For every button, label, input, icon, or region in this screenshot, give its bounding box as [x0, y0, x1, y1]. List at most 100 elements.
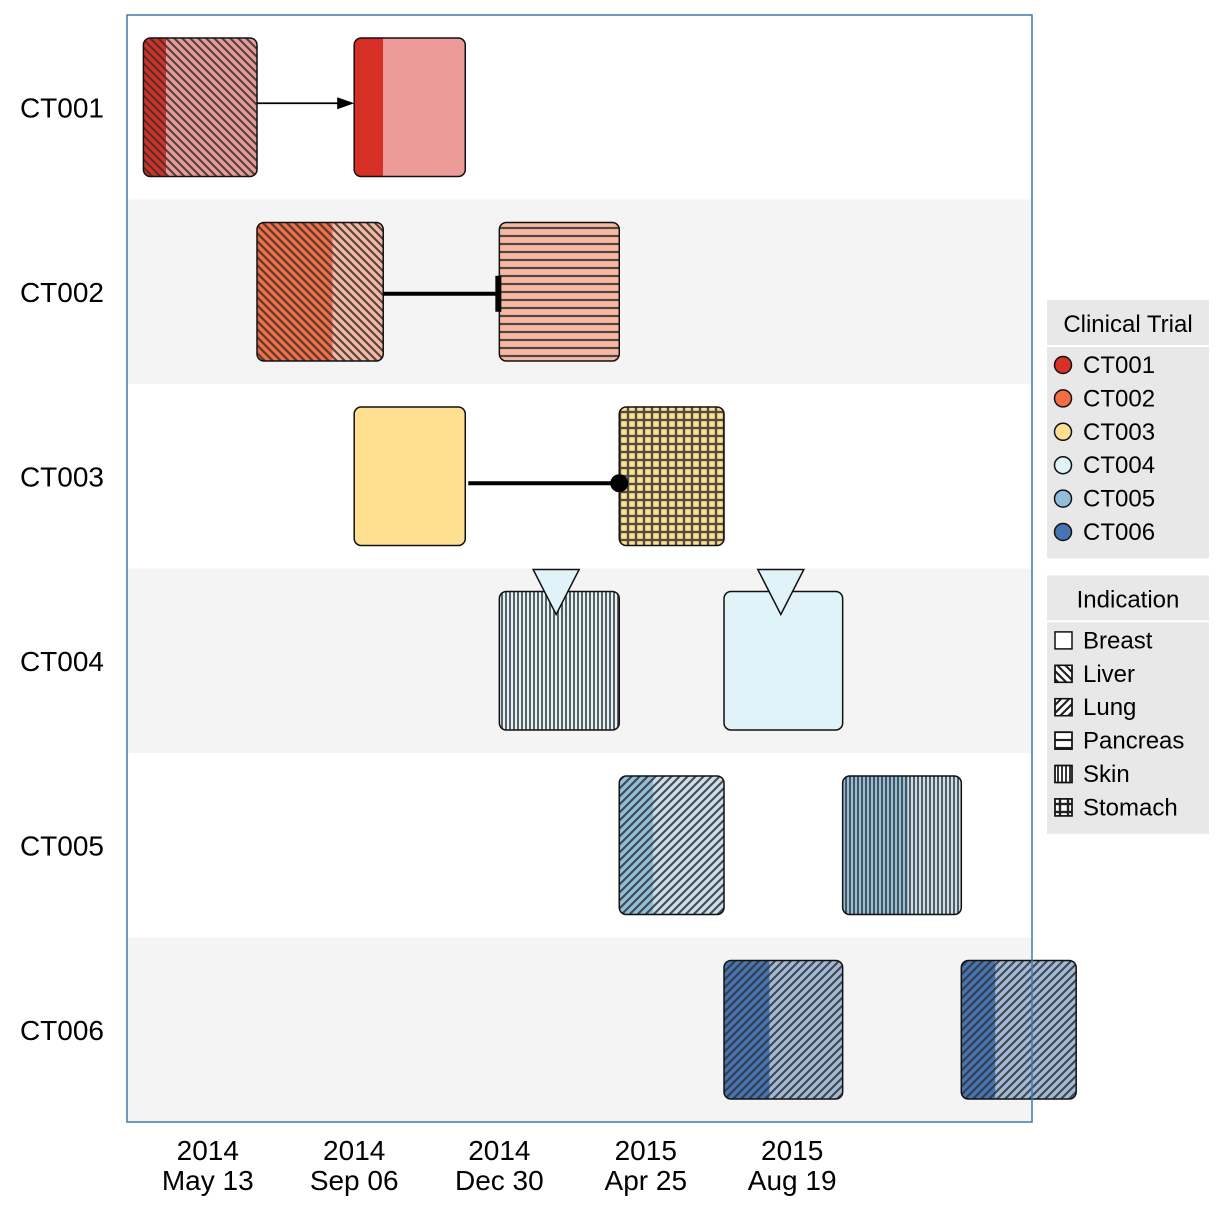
legend-entry: CT001	[1053, 352, 1155, 379]
legend-label: CT001	[1083, 352, 1155, 379]
legend-label: CT006	[1083, 519, 1155, 546]
legend-entry: Skin	[1054, 761, 1130, 788]
legend-entry: CT005	[1053, 486, 1155, 513]
phase-segment-dark	[724, 591, 843, 730]
legend-swatch-circle	[1053, 389, 1073, 408]
legend-entry: CT003	[1053, 419, 1155, 446]
legend-background	[1047, 575, 1209, 834]
phase-outline	[353, 406, 467, 547]
legend-entry: Pancreas	[1054, 728, 1184, 755]
legend-label: Pancreas	[1083, 728, 1184, 755]
phase-box	[353, 37, 467, 178]
phase-pattern	[842, 776, 962, 915]
legend-label: Liver	[1083, 661, 1135, 688]
legend-title: Indication	[1077, 586, 1180, 613]
legend-label: Stomach	[1083, 794, 1178, 821]
phase-pattern	[724, 960, 843, 1099]
row-band	[127, 15, 1032, 200]
legend-swatch-pattern	[1054, 664, 1073, 684]
phase-box	[142, 37, 258, 178]
connector-arrow	[257, 97, 355, 110]
legend-entry: Liver	[1054, 661, 1135, 688]
legend-entry: Lung	[1054, 694, 1136, 721]
phase-pattern	[961, 960, 1077, 1099]
legend-entry: Stomach	[1054, 794, 1178, 821]
legend-swatch-circle	[1053, 355, 1073, 375]
legend-swatch-circle	[1053, 455, 1073, 475]
legend-label: CT002	[1083, 385, 1155, 412]
y-axis-labels: CT001 CT002 CT003 CT004 CT005 CT006	[20, 92, 104, 1046]
phase-outline	[841, 775, 963, 916]
connector-dot	[468, 474, 629, 493]
x-tick-label: Sep 06	[310, 1165, 399, 1196]
phase-box	[498, 590, 621, 731]
y-tick-label: CT001	[20, 92, 104, 123]
row-bands	[127, 15, 1032, 1122]
x-tick-year: 2015	[761, 1135, 823, 1166]
x-tick-label: May 13	[162, 1165, 254, 1196]
phase-pattern	[499, 222, 620, 361]
connector-end-dot	[610, 474, 629, 493]
connector-bar	[383, 275, 502, 312]
phase-segment-dark	[354, 407, 466, 546]
legend-title: Clinical Trial	[1063, 311, 1192, 338]
row-band	[127, 937, 1032, 1122]
phase-box	[618, 775, 725, 916]
legend-swatch-pattern	[1054, 697, 1073, 717]
x-tick-year: 2014	[323, 1135, 385, 1166]
x-tick-year: 2014	[468, 1135, 530, 1166]
phase-pattern	[499, 591, 620, 730]
phase-pattern	[143, 38, 258, 177]
x-tick-label: Apr 25	[605, 1165, 688, 1196]
legend-entry: Breast	[1054, 627, 1153, 654]
arrow-head	[337, 97, 355, 110]
connector-end-bar	[495, 275, 502, 312]
legend-entry: CT006	[1053, 519, 1155, 546]
y-tick-label: CT004	[20, 646, 104, 677]
legend-swatch-pattern	[1054, 731, 1073, 750]
x-tick-year: 2015	[615, 1135, 677, 1166]
phase-outline	[353, 37, 467, 178]
phase-pattern	[257, 222, 384, 361]
legend-label: CT003	[1083, 419, 1155, 446]
phase-box	[498, 221, 621, 362]
phase-box	[723, 590, 844, 731]
x-tick-label: Dec 30	[455, 1165, 544, 1196]
marker-triangle-down	[756, 568, 806, 617]
legend-swatch-circle	[1053, 522, 1073, 542]
legend-label: Skin	[1083, 761, 1130, 788]
legend-swatch-circle	[1053, 422, 1073, 442]
y-tick-label: CT005	[20, 830, 104, 861]
legend-label: Breast	[1083, 627, 1153, 654]
plot-frame	[126, 14, 1033, 1123]
legend-entry: CT004	[1053, 452, 1155, 479]
y-tick-label: CT006	[20, 1015, 104, 1046]
row-band	[127, 384, 1032, 569]
phase-pattern	[619, 407, 725, 546]
phase-box	[841, 775, 963, 916]
phase-segment-dark	[354, 38, 384, 177]
legend-label: CT005	[1083, 486, 1155, 513]
legend-indication: Indication Breast Liver Lung Pancreas Skin Sto…	[1047, 575, 1209, 834]
phase-outline	[618, 775, 725, 916]
legend-clinical-trial: Clinical Trial CT001 CT002 CT003 CT004 CT005 C…	[1047, 300, 1209, 559]
legend-label: Lung	[1083, 694, 1136, 721]
legend-swatch-square	[1054, 631, 1073, 650]
legends: Clinical Trial CT001 CT002 CT003 CT004 CT005 C…	[1047, 300, 1209, 834]
phases	[142, 37, 1077, 1100]
phase-box	[618, 406, 725, 547]
phase-box	[960, 959, 1077, 1100]
phase-pattern	[619, 776, 725, 915]
x-tick-year: 2014	[177, 1135, 239, 1166]
legend-swatch-pattern	[1054, 798, 1073, 817]
legend-label: CT004	[1083, 452, 1155, 479]
y-tick-label: CT003	[20, 461, 104, 492]
legend-swatch-circle	[1053, 489, 1073, 508]
legend-background	[1047, 300, 1209, 559]
phase-box	[353, 406, 467, 547]
phase-outline	[960, 959, 1077, 1100]
y-tick-label: CT002	[20, 277, 104, 308]
